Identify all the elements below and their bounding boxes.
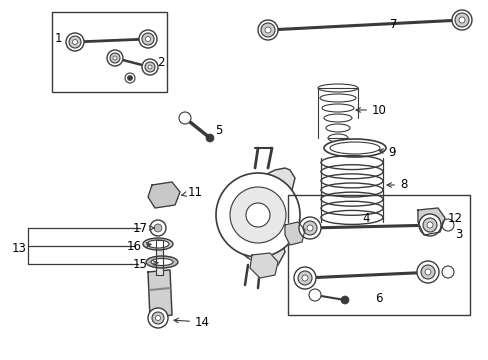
Ellipse shape bbox=[151, 258, 173, 266]
Text: 10: 10 bbox=[355, 104, 386, 117]
Polygon shape bbox=[156, 240, 163, 275]
Circle shape bbox=[426, 222, 432, 228]
Circle shape bbox=[125, 73, 135, 83]
Circle shape bbox=[179, 112, 191, 124]
Text: 12: 12 bbox=[447, 211, 462, 225]
Text: 7: 7 bbox=[389, 18, 397, 31]
Circle shape bbox=[139, 30, 157, 48]
Circle shape bbox=[72, 40, 77, 45]
Circle shape bbox=[441, 266, 453, 278]
Circle shape bbox=[441, 219, 453, 231]
Circle shape bbox=[152, 312, 163, 324]
Circle shape bbox=[154, 224, 162, 232]
Text: 11: 11 bbox=[182, 185, 203, 198]
Circle shape bbox=[110, 53, 120, 63]
Circle shape bbox=[424, 269, 430, 275]
Text: 9: 9 bbox=[378, 145, 395, 158]
Bar bbox=[52, 12, 167, 92]
Circle shape bbox=[302, 275, 307, 281]
Text: 8: 8 bbox=[386, 179, 407, 192]
Circle shape bbox=[258, 20, 278, 40]
Polygon shape bbox=[148, 270, 172, 318]
Ellipse shape bbox=[147, 240, 169, 248]
Circle shape bbox=[306, 225, 312, 231]
Circle shape bbox=[308, 289, 320, 301]
Circle shape bbox=[205, 134, 214, 142]
Circle shape bbox=[142, 59, 158, 75]
Circle shape bbox=[66, 33, 84, 51]
Text: 1: 1 bbox=[55, 31, 62, 45]
Bar bbox=[287, 195, 469, 315]
Ellipse shape bbox=[146, 256, 178, 268]
Text: 16: 16 bbox=[127, 239, 151, 252]
Circle shape bbox=[458, 17, 464, 23]
Polygon shape bbox=[417, 208, 444, 235]
Circle shape bbox=[416, 261, 438, 283]
Ellipse shape bbox=[324, 139, 385, 157]
Circle shape bbox=[422, 218, 436, 232]
Circle shape bbox=[155, 315, 160, 320]
Circle shape bbox=[298, 217, 320, 239]
Text: 13: 13 bbox=[12, 242, 27, 255]
Circle shape bbox=[127, 76, 132, 81]
Circle shape bbox=[261, 23, 274, 37]
Circle shape bbox=[303, 221, 316, 235]
Ellipse shape bbox=[329, 142, 379, 154]
Circle shape bbox=[420, 265, 434, 279]
Text: 3: 3 bbox=[454, 229, 462, 242]
Ellipse shape bbox=[142, 238, 173, 250]
Text: 17: 17 bbox=[133, 221, 154, 234]
Text: 14: 14 bbox=[174, 315, 209, 328]
Circle shape bbox=[113, 56, 117, 60]
Circle shape bbox=[264, 27, 270, 33]
Text: 15: 15 bbox=[133, 258, 158, 271]
Circle shape bbox=[418, 214, 440, 236]
Circle shape bbox=[297, 271, 311, 285]
Circle shape bbox=[145, 62, 155, 72]
Circle shape bbox=[107, 50, 123, 66]
Polygon shape bbox=[227, 168, 294, 270]
Circle shape bbox=[340, 296, 348, 304]
Circle shape bbox=[69, 36, 81, 48]
Polygon shape bbox=[249, 253, 278, 278]
Text: 2: 2 bbox=[157, 57, 164, 69]
Text: 4: 4 bbox=[361, 211, 369, 225]
Circle shape bbox=[148, 65, 152, 69]
Circle shape bbox=[216, 173, 299, 257]
Circle shape bbox=[142, 33, 154, 45]
Circle shape bbox=[245, 203, 269, 227]
Circle shape bbox=[148, 308, 168, 328]
Polygon shape bbox=[285, 222, 305, 245]
Circle shape bbox=[454, 13, 468, 27]
Circle shape bbox=[229, 187, 285, 243]
Circle shape bbox=[451, 10, 471, 30]
Text: 6: 6 bbox=[374, 292, 382, 305]
Circle shape bbox=[293, 267, 315, 289]
Text: 5: 5 bbox=[215, 123, 222, 136]
Circle shape bbox=[145, 36, 150, 41]
Circle shape bbox=[150, 220, 165, 236]
Polygon shape bbox=[148, 182, 180, 208]
